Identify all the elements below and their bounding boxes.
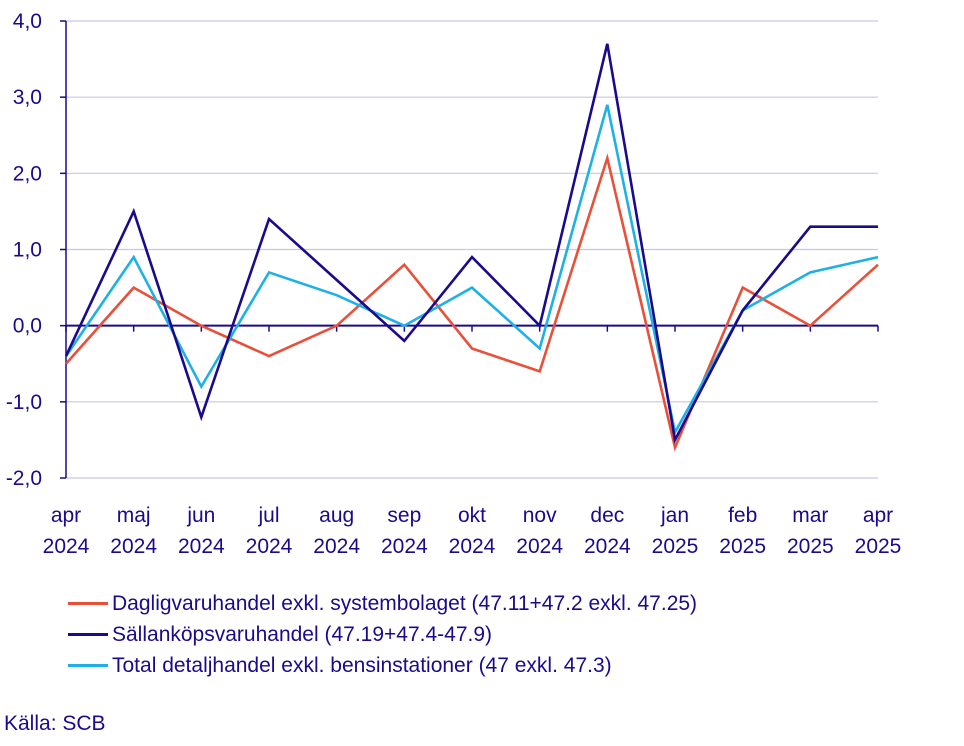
legend-item-total-detaljhandel: Total detaljhandel exkl. bensinstationer… xyxy=(68,650,697,681)
y-tick-label: -2,0 xyxy=(6,467,42,490)
y-tick-label: 1,0 xyxy=(13,239,42,262)
x-tick-label-year: 2024 xyxy=(178,535,225,558)
x-tick-label-year: 2024 xyxy=(246,535,293,558)
series-line-1 xyxy=(64,43,878,444)
x-tick-label-month: jun xyxy=(186,504,215,527)
legend-swatch xyxy=(68,633,108,636)
x-tick-label-year: 2025 xyxy=(719,535,766,558)
y-tick-label: -1,0 xyxy=(6,391,42,414)
x-tick-label-month: dec xyxy=(590,504,624,527)
line-chart: -2,0 -1,0 0,0 1,0 2,0 3,0 4,0 apr 2024 maj 2024 jun… xyxy=(6,10,902,558)
x-tick-label-year: 2025 xyxy=(787,535,834,558)
x-tick-label-month: aug xyxy=(319,504,354,527)
legend-swatch xyxy=(68,602,108,605)
x-tick-label-year: 2024 xyxy=(381,535,428,558)
tick-labels: -2,0 -1,0 0,0 1,0 2,0 3,0 4,0 apr 2024 maj 2024 jun… xyxy=(6,10,902,558)
x-tick-label-year: 2024 xyxy=(43,535,90,558)
legend: Dagligvaruhandel exkl. systembolaget (47… xyxy=(68,588,697,681)
legend-label: Total detaljhandel exkl. bensinstationer… xyxy=(112,653,612,677)
x-tick-label-year: 2025 xyxy=(652,535,699,558)
y-tick-label: 0,0 xyxy=(13,315,42,338)
x-tick-label-year: 2024 xyxy=(584,535,631,558)
grid-lines xyxy=(66,20,878,479)
series-lines xyxy=(64,43,879,452)
legend-swatch xyxy=(68,664,108,667)
x-tick-label-month: apr xyxy=(863,504,893,527)
x-tick-label-year: 2024 xyxy=(516,535,563,558)
y-tick-label: 4,0 xyxy=(13,10,42,33)
x-tick-label-year: 2025 xyxy=(855,535,902,558)
legend-label: Sällanköpsvaruhandel (47.19+47.4-47.9) xyxy=(112,622,493,646)
y-tick-label: 3,0 xyxy=(13,86,42,109)
x-tick-label-month: jan xyxy=(660,504,689,527)
x-tick-label-month: apr xyxy=(51,504,81,527)
x-tick-label-month: sep xyxy=(387,504,421,527)
series-line-0 xyxy=(65,153,879,452)
legend-label: Dagligvaruhandel exkl. systembolaget (47… xyxy=(112,591,698,615)
x-tick-label-month: feb xyxy=(728,504,757,527)
y-tick-label: 2,0 xyxy=(13,162,42,185)
x-tick-label-month: jul xyxy=(257,504,279,527)
x-tick-label-year: 2024 xyxy=(110,535,157,558)
x-tick-label-year: 2024 xyxy=(313,535,360,558)
x-tick-label-month: nov xyxy=(523,504,557,527)
source-note: Källa: SCB xyxy=(4,712,106,735)
x-tick-label-year: 2024 xyxy=(449,535,496,558)
legend-item-dagligvaruhandel: Dagligvaruhandel exkl. systembolaget (47… xyxy=(68,588,697,619)
legend-item-sallankopsvaruhandel: Sällanköpsvaruhandel (47.19+47.4-47.9) xyxy=(68,619,697,650)
x-tick-label-month: mar xyxy=(792,504,828,527)
x-tick-label-month: okt xyxy=(458,504,486,527)
series-line-2 xyxy=(64,104,879,436)
x-tick-label-month: maj xyxy=(117,504,151,527)
